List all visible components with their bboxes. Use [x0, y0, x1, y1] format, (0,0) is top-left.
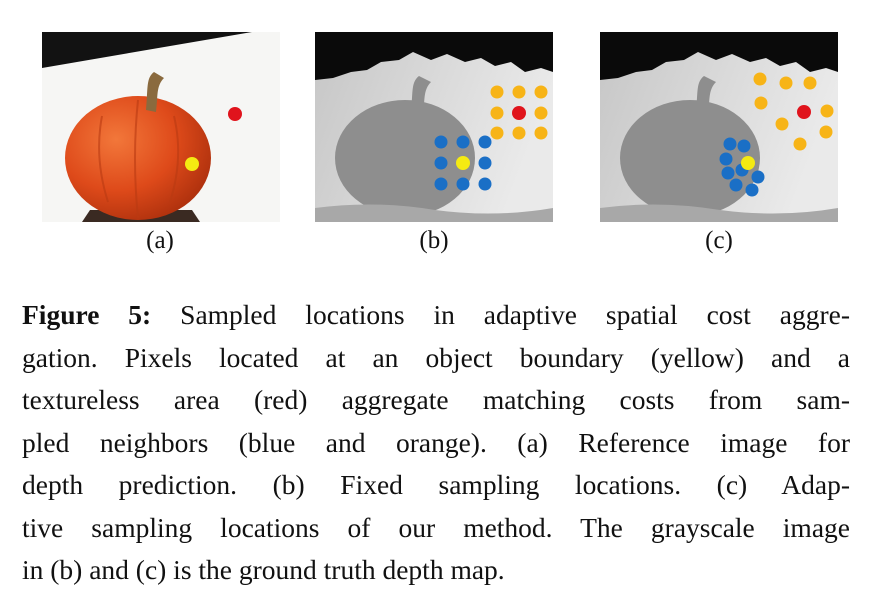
caption-line-2: gation. Pixels located at an object boun…	[22, 341, 850, 373]
boundary-pixel	[185, 157, 199, 171]
adaptive-textureless-neighbors	[753, 72, 834, 151]
textureless-pixel	[512, 106, 526, 120]
panel-label-a: (a)	[146, 227, 174, 254]
caption-line-5: depth prediction. (b) Fixed sampling loc…	[22, 469, 850, 500]
adaptive-boundary-neighbors	[719, 137, 765, 197]
reference-image-panel	[42, 32, 280, 222]
reference-image	[42, 32, 280, 222]
figure-label: Figure 5:	[22, 299, 152, 330]
caption-line-1: Figure 5: Sampled locations in adaptive …	[22, 299, 851, 330]
caption-line-7: in (b) and (c) is the ground truth depth…	[22, 554, 505, 585]
panel-label-c: (c)	[705, 227, 733, 254]
boundary-pixel	[741, 156, 755, 170]
caption-line-3: textureless area (red) aggregate matchin…	[22, 384, 850, 415]
boundary-pixel	[456, 156, 470, 170]
textureless-neighbor-grid	[490, 85, 548, 140]
textureless-pixel	[228, 107, 242, 121]
figure-caption: Figure 5: Sampled locations in adaptive …	[22, 294, 850, 592]
boundary-neighbor-grid	[434, 135, 492, 191]
panel-label-b: (b)	[419, 227, 449, 254]
depth-map-adaptive	[600, 32, 838, 222]
depth-map-fixed	[315, 32, 553, 222]
fixed-sampling-panel	[315, 32, 553, 222]
pumpkin-stem	[146, 72, 164, 112]
textureless-pixel	[797, 105, 811, 119]
caption-line-4: pled neighbors (blue and orange). (a) Re…	[22, 426, 850, 458]
adaptive-sampling-panel	[600, 32, 838, 222]
caption-line-6: tive sampling locations of our method. T…	[22, 511, 850, 543]
